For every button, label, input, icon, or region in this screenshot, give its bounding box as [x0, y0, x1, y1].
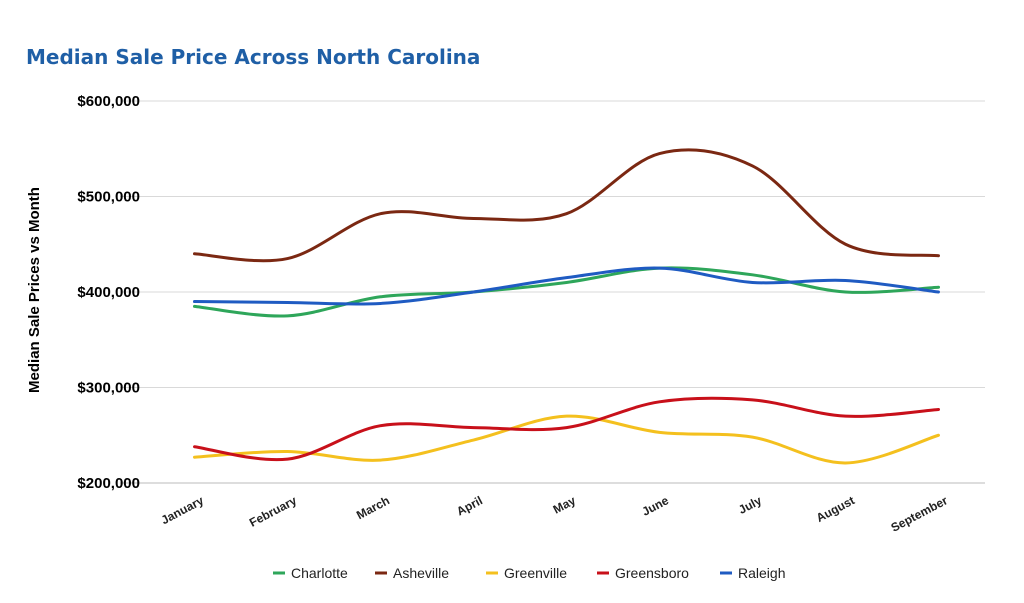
series-line-raleigh [193, 266, 940, 306]
legend-label: Greenville [504, 565, 567, 581]
legend-item-greensboro: Greensboro [597, 565, 689, 581]
series-line-greenville [193, 414, 940, 465]
x-tick-label: May [551, 493, 578, 516]
series-line-greensboro [193, 396, 940, 462]
x-tick-label: February [247, 493, 299, 530]
y-tick-label: $200,000 [77, 475, 140, 492]
x-tick-label: January [159, 493, 206, 527]
y-tick-label: $600,000 [77, 93, 140, 110]
x-tick-label: July [736, 493, 764, 517]
x-tick-label: August [814, 493, 857, 525]
series-line-asheville [193, 148, 940, 263]
x-tick-label: September [889, 493, 951, 535]
legend-item-greenville: Greenville [486, 565, 567, 581]
x-tick-label: March [354, 493, 392, 522]
gridlines [120, 100, 985, 484]
y-tick-label: $400,000 [77, 284, 140, 301]
legend: Charlotte Asheville Greenville Greensboro Ra… [273, 565, 785, 581]
legend-item-raleigh: Raleigh [720, 565, 785, 581]
x-axis-ticks: January February March April May June July Augu… [159, 493, 950, 535]
legend-label: Raleigh [738, 565, 785, 581]
y-tick-label: $500,000 [77, 189, 140, 206]
y-tick-label: $300,000 [77, 380, 140, 397]
legend-label: Charlotte [291, 565, 348, 581]
legend-item-charlotte: Charlotte [273, 565, 348, 581]
series-line-charlotte [193, 266, 940, 318]
chart-title: Median Sale Price Across North Carolina [26, 45, 480, 69]
legend-label: Asheville [393, 565, 449, 581]
x-tick-label: April [454, 493, 485, 518]
legend-item-asheville: Asheville [375, 565, 449, 581]
x-tick-label: June [640, 493, 672, 519]
legend-label: Greensboro [615, 565, 689, 581]
y-axis-label: Median Sale Prices vs Month [26, 187, 43, 393]
y-axis-ticks: $200,000 $300,000 $400,000 $500,000 $600,000 [77, 93, 140, 492]
series-lines [193, 148, 940, 465]
